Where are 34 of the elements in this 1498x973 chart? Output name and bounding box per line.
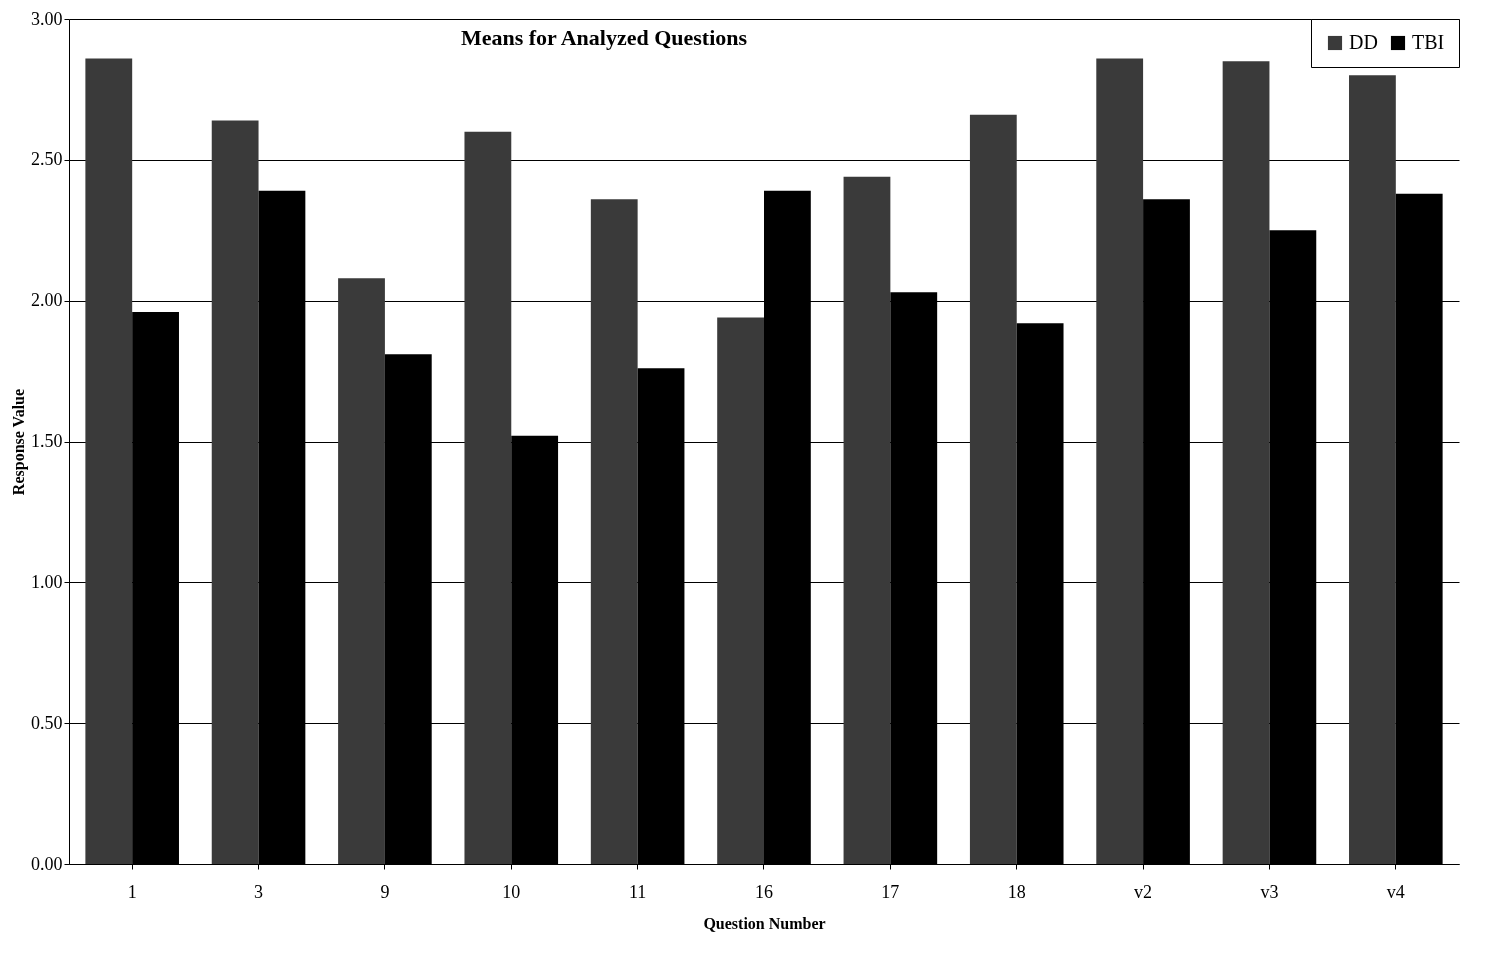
y-tick-label: 0.00 (31, 853, 63, 874)
x-tick-label: v4 (1386, 881, 1405, 902)
x-tick-label: 1 (127, 881, 137, 902)
bar (969, 114, 1017, 864)
bar (1349, 75, 1396, 864)
bar (211, 120, 259, 864)
x-tick-label: 3 (254, 881, 264, 902)
x-tick-label: 9 (380, 881, 390, 902)
y-tick-label: 1.50 (31, 431, 63, 451)
x-tick-label: 10 (502, 881, 521, 902)
y-tick-label: 2.00 (31, 290, 63, 311)
bar (1096, 58, 1144, 864)
y-tick-label: 0.50 (31, 712, 63, 733)
x-tick-label: v2 (1134, 881, 1153, 902)
chart-title: Means for Analyzed Questions (460, 25, 748, 50)
bar (464, 131, 512, 864)
y-tick-label: 1.00 (31, 571, 63, 592)
bar (717, 317, 764, 864)
y-tick-label: 3.00 (31, 8, 63, 29)
bar (590, 199, 638, 864)
x-axis-title: Question Number (703, 914, 826, 932)
bar (85, 58, 133, 864)
bar (1222, 61, 1270, 864)
bar (843, 176, 891, 864)
x-tick-label: 11 (628, 881, 647, 902)
x-tick-label: 17 (881, 881, 900, 902)
x-tick-label: v3 (1260, 881, 1279, 902)
legend-label: DD (1349, 31, 1378, 53)
legend-label: TBI (1412, 31, 1445, 53)
y-tick-label: 2.50 (31, 149, 63, 170)
x-tick-label: 16 (755, 881, 773, 902)
x-tick-label: 18 (1007, 881, 1026, 902)
y-axis-title: Response Value (10, 388, 28, 496)
bar (338, 278, 385, 864)
